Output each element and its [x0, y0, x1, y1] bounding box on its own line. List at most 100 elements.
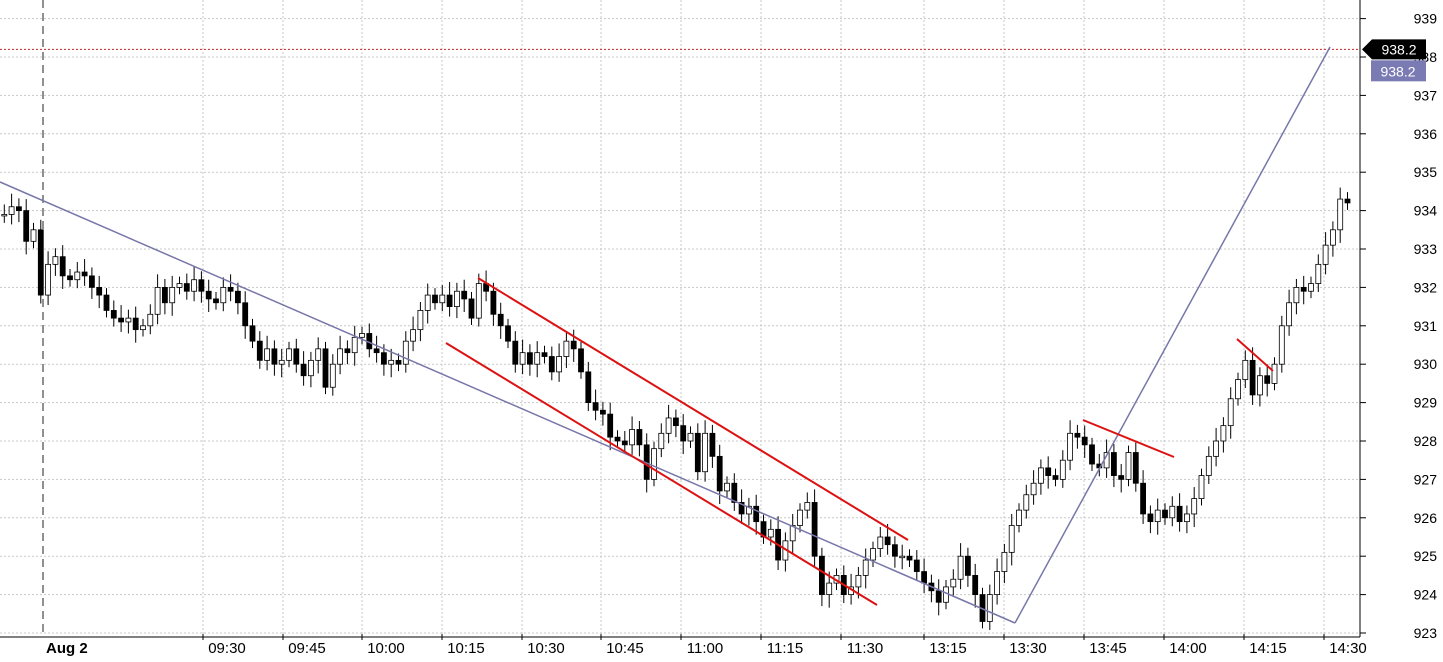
candle	[1184, 505, 1190, 534]
candle-body	[614, 436, 621, 442]
candle-body	[439, 294, 446, 304]
candle-body	[1147, 513, 1154, 523]
candle	[329, 354, 336, 396]
candle-body	[1213, 440, 1219, 457]
candle	[1220, 417, 1227, 453]
candle	[1008, 513, 1015, 566]
candle	[578, 341, 584, 379]
candle	[497, 302, 504, 339]
candle	[782, 532, 789, 572]
candle	[1030, 470, 1037, 505]
candle-body	[52, 256, 59, 265]
candle-body	[512, 340, 519, 365]
last-price-tag-shape	[1362, 39, 1426, 60]
candle-body	[446, 294, 453, 307]
candle	[819, 547, 825, 607]
candle	[1242, 350, 1249, 389]
candle-body	[855, 575, 862, 588]
candle-body	[1184, 513, 1190, 523]
channel-lower-line	[445, 342, 878, 606]
candle-body	[147, 313, 154, 327]
y-tick-label: 932	[1414, 279, 1438, 295]
candle-body	[67, 275, 73, 281]
candle-body	[23, 210, 30, 242]
candle-body	[410, 329, 417, 342]
candle	[432, 288, 438, 310]
candle	[1337, 187, 1344, 243]
candle	[183, 273, 190, 300]
candle	[746, 497, 752, 526]
y-tick-label: 933	[1414, 241, 1438, 257]
candle-body	[1, 214, 8, 217]
candle-body	[15, 206, 22, 211]
candle	[1315, 254, 1322, 293]
candle-body	[767, 528, 774, 538]
candle-body	[497, 313, 504, 327]
candle-body	[731, 482, 738, 503]
candle	[1074, 424, 1081, 449]
projection-tag-text: 938.2	[1380, 63, 1415, 79]
candle	[673, 409, 679, 438]
y-axis: 923 924 925 926 927 928 929 930 931 932 933 934 935 9…	[1359, 0, 1438, 641]
candle-body	[140, 325, 146, 331]
trendlines	[0, 46, 1360, 624]
candle-body	[892, 544, 898, 557]
candle-body	[220, 286, 227, 304]
candle	[8, 193, 15, 225]
x-tick-label: 13:30	[1009, 640, 1047, 657]
candle-body	[395, 359, 402, 365]
candle	[103, 288, 110, 318]
candle	[315, 337, 322, 374]
last-price-tag-text: 938.2	[1381, 41, 1416, 57]
candle-body	[1278, 325, 1285, 365]
candle	[1147, 505, 1154, 534]
candle-body	[468, 298, 475, 319]
candle-body	[1132, 452, 1139, 484]
candle	[278, 348, 285, 378]
candle	[1052, 468, 1059, 487]
candle	[519, 339, 526, 375]
candle	[256, 331, 263, 369]
candle	[724, 476, 730, 498]
candle-body	[1242, 359, 1249, 380]
candle-body	[877, 536, 884, 549]
candle-body	[899, 555, 906, 559]
candle	[512, 331, 519, 373]
candle	[242, 291, 249, 339]
candle-body	[1257, 375, 1263, 396]
candle	[534, 341, 541, 378]
candle-body	[37, 229, 44, 296]
candle-body	[1176, 505, 1183, 523]
candle-body	[965, 555, 971, 576]
candle-body	[1220, 425, 1227, 442]
y-tick-label: 928	[1414, 433, 1438, 449]
candle	[125, 309, 132, 334]
candle-body	[519, 352, 526, 365]
candle	[1001, 543, 1008, 584]
candle-body	[585, 371, 592, 404]
candle	[877, 527, 884, 557]
x-tick-label: 10:30	[527, 640, 565, 657]
candle	[344, 340, 351, 365]
candle	[366, 323, 373, 358]
candle-body	[161, 286, 168, 304]
candle-body	[789, 525, 796, 542]
candle-body	[811, 502, 818, 557]
candle	[994, 558, 1000, 605]
uptrend-line	[1014, 46, 1331, 624]
price-labels: 938.2 938.2	[1362, 39, 1426, 82]
y-tick-label: 937	[1414, 87, 1438, 103]
candle	[1132, 442, 1139, 492]
candle-body	[337, 348, 344, 365]
projection-tag-shape	[1371, 60, 1426, 82]
candle	[556, 343, 562, 382]
candle	[271, 340, 278, 376]
last-price-tag: 938.2	[1362, 39, 1426, 60]
candle-body	[1235, 379, 1241, 400]
candle-body	[198, 279, 205, 292]
candle	[753, 494, 760, 535]
candle	[249, 318, 256, 349]
candle	[527, 344, 533, 376]
candle-body	[913, 559, 920, 572]
